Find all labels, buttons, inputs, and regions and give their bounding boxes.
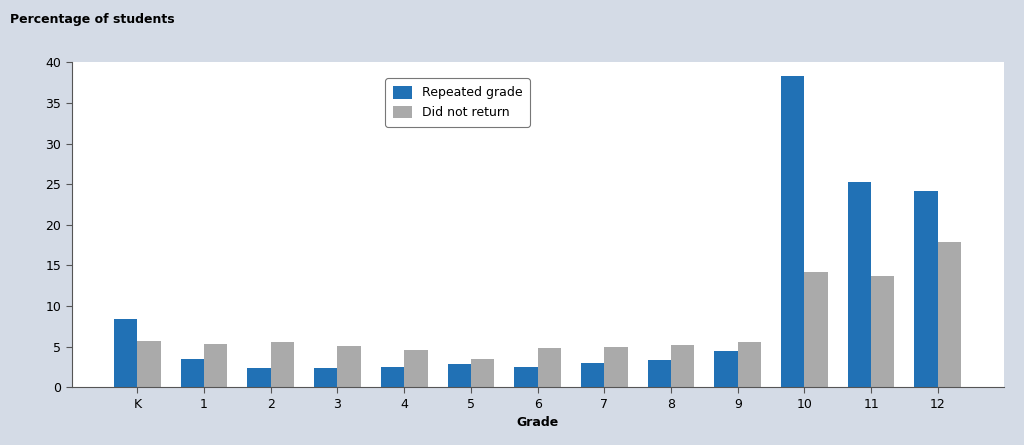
Bar xyxy=(914,190,938,387)
Bar xyxy=(604,348,628,387)
Bar xyxy=(181,359,204,387)
Legend: Repeated grade, Did not return: Repeated grade, Did not return xyxy=(385,78,529,127)
Bar xyxy=(848,182,871,387)
Bar xyxy=(514,367,538,387)
Bar xyxy=(447,364,471,387)
Bar xyxy=(404,350,428,387)
Bar xyxy=(248,368,270,387)
Bar xyxy=(938,242,962,387)
Bar xyxy=(737,342,761,387)
Bar xyxy=(114,319,137,387)
Bar xyxy=(871,276,894,387)
Bar xyxy=(338,346,360,387)
Text: Percentage of students: Percentage of students xyxy=(10,13,175,26)
Bar xyxy=(270,343,294,387)
Bar xyxy=(538,348,561,387)
Bar xyxy=(381,367,404,387)
Bar xyxy=(581,363,604,387)
Bar xyxy=(204,344,227,387)
Bar xyxy=(314,368,338,387)
Bar xyxy=(137,341,161,387)
Bar xyxy=(647,360,671,387)
Bar xyxy=(781,76,805,387)
X-axis label: Grade: Grade xyxy=(516,416,559,429)
Bar xyxy=(805,272,827,387)
Bar xyxy=(715,351,737,387)
Bar xyxy=(671,345,694,387)
Bar xyxy=(471,359,495,387)
